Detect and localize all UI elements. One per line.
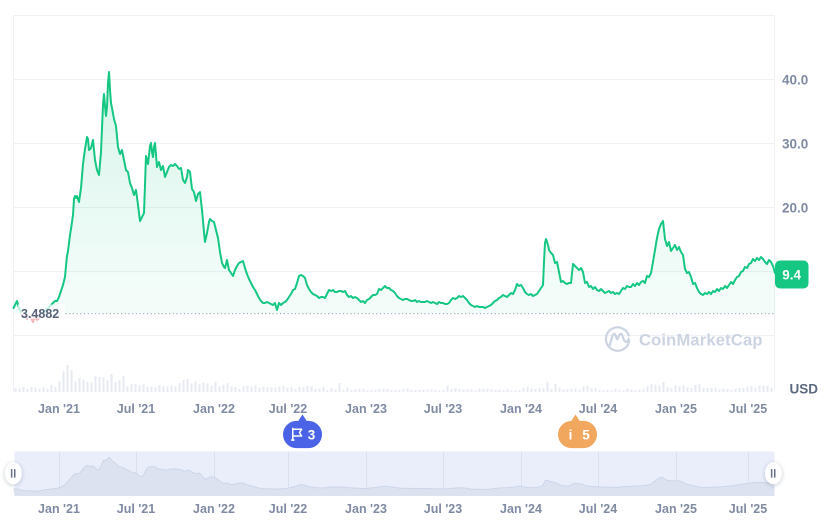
svg-text:30.0: 30.0 <box>782 137 808 152</box>
svg-text:Jan '25: Jan '25 <box>655 502 697 516</box>
svg-text:Jan '24: Jan '24 <box>500 402 542 416</box>
svg-text:Jan '21: Jan '21 <box>38 402 80 416</box>
svg-text:Jul '24: Jul '24 <box>579 402 617 416</box>
svg-text:Jul '23: Jul '23 <box>424 502 462 516</box>
svg-text:9.4: 9.4 <box>782 268 801 283</box>
svg-text:Jul '25: Jul '25 <box>729 402 767 416</box>
svg-text:3.4882: 3.4882 <box>21 307 59 321</box>
svg-text:Jan '22: Jan '22 <box>193 402 235 416</box>
svg-text:3: 3 <box>308 428 316 443</box>
svg-text:Jul '23: Jul '23 <box>424 402 462 416</box>
svg-text:Jan '21: Jan '21 <box>38 502 80 516</box>
svg-text:CoinMarketCap: CoinMarketCap <box>639 332 763 350</box>
svg-text:i: i <box>569 428 573 443</box>
svg-text:Jan '24: Jan '24 <box>500 502 542 516</box>
svg-text:Jan '23: Jan '23 <box>345 402 387 416</box>
svg-text:Jul '21: Jul '21 <box>117 502 155 516</box>
svg-text:Jul '24: Jul '24 <box>579 502 617 516</box>
svg-text:Jul '22: Jul '22 <box>269 402 307 416</box>
svg-text:Jul '25: Jul '25 <box>729 502 767 516</box>
svg-text:Jan '25: Jan '25 <box>655 402 697 416</box>
svg-text:40.0: 40.0 <box>782 73 808 88</box>
svg-text:20.0: 20.0 <box>782 201 808 216</box>
svg-text:Jul '21: Jul '21 <box>117 402 155 416</box>
svg-text:Jan '23: Jan '23 <box>345 502 387 516</box>
svg-text:Jul '22: Jul '22 <box>269 502 307 516</box>
svg-text:Jan '22: Jan '22 <box>193 502 235 516</box>
svg-text:USD: USD <box>790 381 819 396</box>
svg-text:5: 5 <box>582 428 590 443</box>
